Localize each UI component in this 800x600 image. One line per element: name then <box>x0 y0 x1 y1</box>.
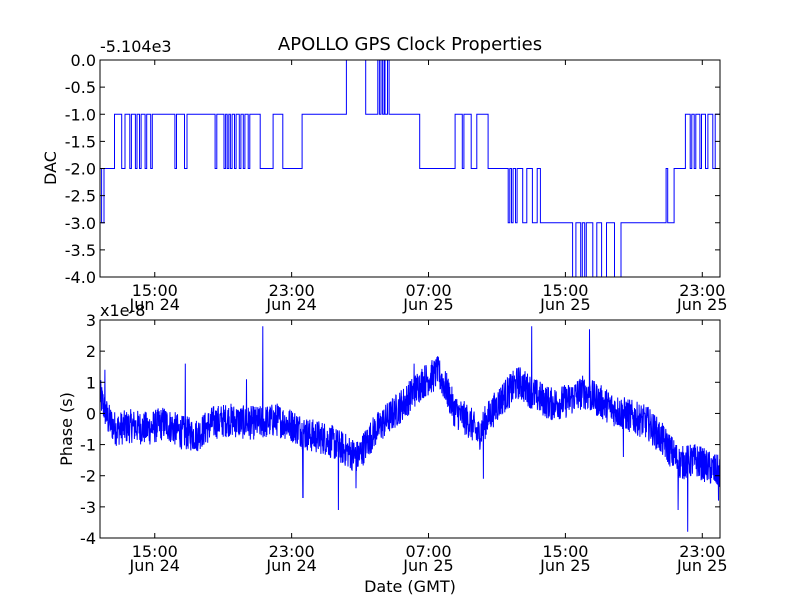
x-tick-date-label: Jun 25 <box>676 295 727 314</box>
y-tick-label: 1 <box>86 373 96 392</box>
phase-x-axis-label: Date (GMT) <box>364 577 456 596</box>
x-tick-date-label: Jun 24 <box>265 295 316 314</box>
y-tick-label: -1.5 <box>65 132 96 151</box>
dac-plot-area <box>100 60 720 277</box>
dac-y-axis: 0.0 -0.5 -1.0 -1.5 -2.0 -2.5 -3.0 -3.5 -4.0 <box>65 51 720 287</box>
y-tick-label: -3.5 <box>65 241 96 260</box>
phase-series-line <box>99 326 721 532</box>
y-tick-label: -1 <box>80 436 96 455</box>
x-tick-time-label: 07:00 <box>405 542 451 561</box>
y-tick-label: 3 <box>86 311 96 330</box>
phase-plot-area <box>100 320 720 538</box>
phase-y-axis-label: Phase (s) <box>57 392 76 466</box>
x-tick-time-label: 23:00 <box>679 542 725 561</box>
x-tick-time-label: 15:00 <box>542 542 588 561</box>
x-tick-date-label: Jun 25 <box>676 556 727 575</box>
y-tick-label: 0.0 <box>71 51 96 70</box>
y-tick-label: -2 <box>80 467 96 486</box>
x-tick-date-label: Jun 25 <box>402 295 453 314</box>
y-tick-label: -0.5 <box>65 78 96 97</box>
x-tick-time-label: 15:00 <box>542 281 588 300</box>
x-tick-time-label: 23:00 <box>269 281 315 300</box>
x-tick-time-label: 15:00 <box>132 542 178 561</box>
y-tick-label: 2 <box>86 342 96 361</box>
y-tick-label: -2.5 <box>65 187 96 206</box>
x-tick-time-label: 23:00 <box>269 542 315 561</box>
y-tick-label: -1.0 <box>65 105 96 124</box>
y-tick-label: -3 <box>80 498 96 517</box>
x-tick-date-label: Jun 25 <box>402 556 453 575</box>
x-tick-date-label: Jun 24 <box>265 556 316 575</box>
x-tick-time-label: 23:00 <box>679 281 725 300</box>
x-tick-time-label: 15:00 <box>132 281 178 300</box>
dac-y-axis-label: DAC <box>41 151 60 185</box>
phase-offset-label: x1e-8 <box>100 301 145 320</box>
dac-offset-label: -5.104e3 <box>100 37 172 56</box>
figure-title: APOLLO GPS Clock Properties <box>278 34 542 55</box>
x-tick-date-label: Jun 24 <box>129 556 180 575</box>
dac-chart: 0.0 -0.5 -1.0 -1.5 -2.0 -2.5 -3.0 -3.5 -4.0 15:0… <box>41 37 728 314</box>
y-tick-label: -4 <box>80 529 96 548</box>
y-tick-label: 0 <box>86 404 96 423</box>
y-tick-label: -4.0 <box>65 268 96 287</box>
phase-plot-frame <box>99 319 721 539</box>
x-tick-time-label: 07:00 <box>405 281 451 300</box>
x-tick-date-label: Jun 25 <box>539 295 590 314</box>
x-tick-date-label: Jun 25 <box>539 556 590 575</box>
phase-y-axis: 3 2 1 0 -1 -2 -3 -4 <box>80 311 720 548</box>
y-tick-label: -2.0 <box>65 160 96 179</box>
y-tick-label: -3.0 <box>65 214 96 233</box>
x-tick-date-label: Jun 24 <box>129 295 180 314</box>
